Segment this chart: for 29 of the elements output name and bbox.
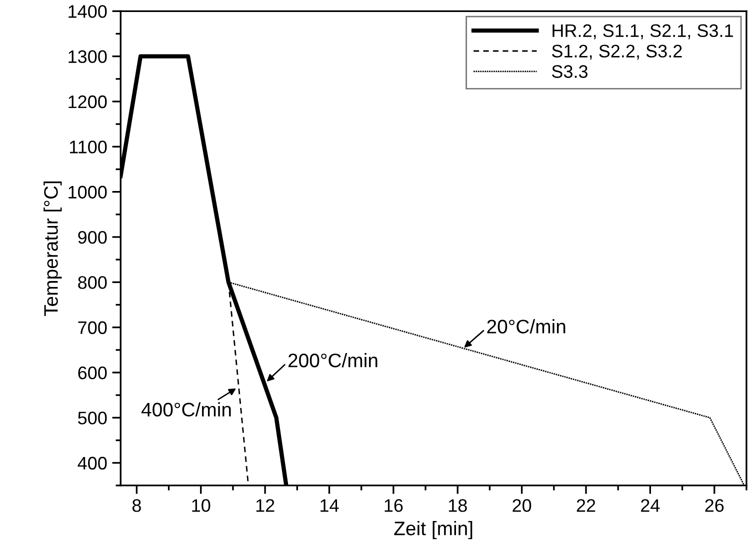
- x-tick-label: 20: [512, 499, 532, 512]
- x-tick-label: 12: [256, 499, 274, 512]
- y-tick-label: 900: [78, 230, 107, 244]
- annotation: 400°C/min: [141, 402, 231, 417]
- annotation: 200°C/min: [288, 353, 378, 368]
- y-tick-label: 800: [78, 276, 107, 289]
- x-tick-label: 26: [705, 499, 724, 512]
- y-axis-title: Temperatur [°C]: [44, 182, 62, 316]
- y-tick-label: 600: [78, 366, 107, 380]
- y-tick-label: 1000: [68, 186, 107, 199]
- x-tick-label: 22: [576, 499, 596, 512]
- y-tick-label: 700: [78, 321, 107, 334]
- legend-label: S1.2, S2.2, S3.2: [552, 44, 682, 60]
- x-tick-label: 8: [132, 499, 141, 512]
- annotation: 20°C/min: [487, 319, 566, 334]
- y-tick-label: 1100: [70, 140, 107, 154]
- y-tick-label: 400: [78, 456, 107, 470]
- legend-label: HR.2, S1.1, S2.1, S3.1: [552, 24, 733, 40]
- x-tick-label: 24: [641, 499, 660, 512]
- legend-label: S3.3: [552, 65, 588, 78]
- x-tick-label: 16: [384, 499, 403, 512]
- x-tick-label: 10: [192, 499, 210, 512]
- x-tick-label: 14: [320, 499, 339, 512]
- y-tick-label: 500: [78, 412, 107, 424]
- x-tick-label: 18: [448, 499, 467, 512]
- y-tick-label: 1200: [68, 95, 107, 108]
- y-tick-label: 1300: [68, 50, 107, 64]
- x-axis-title: Zeit [min]: [394, 521, 472, 540]
- y-tick-label: 1400: [68, 5, 107, 18]
